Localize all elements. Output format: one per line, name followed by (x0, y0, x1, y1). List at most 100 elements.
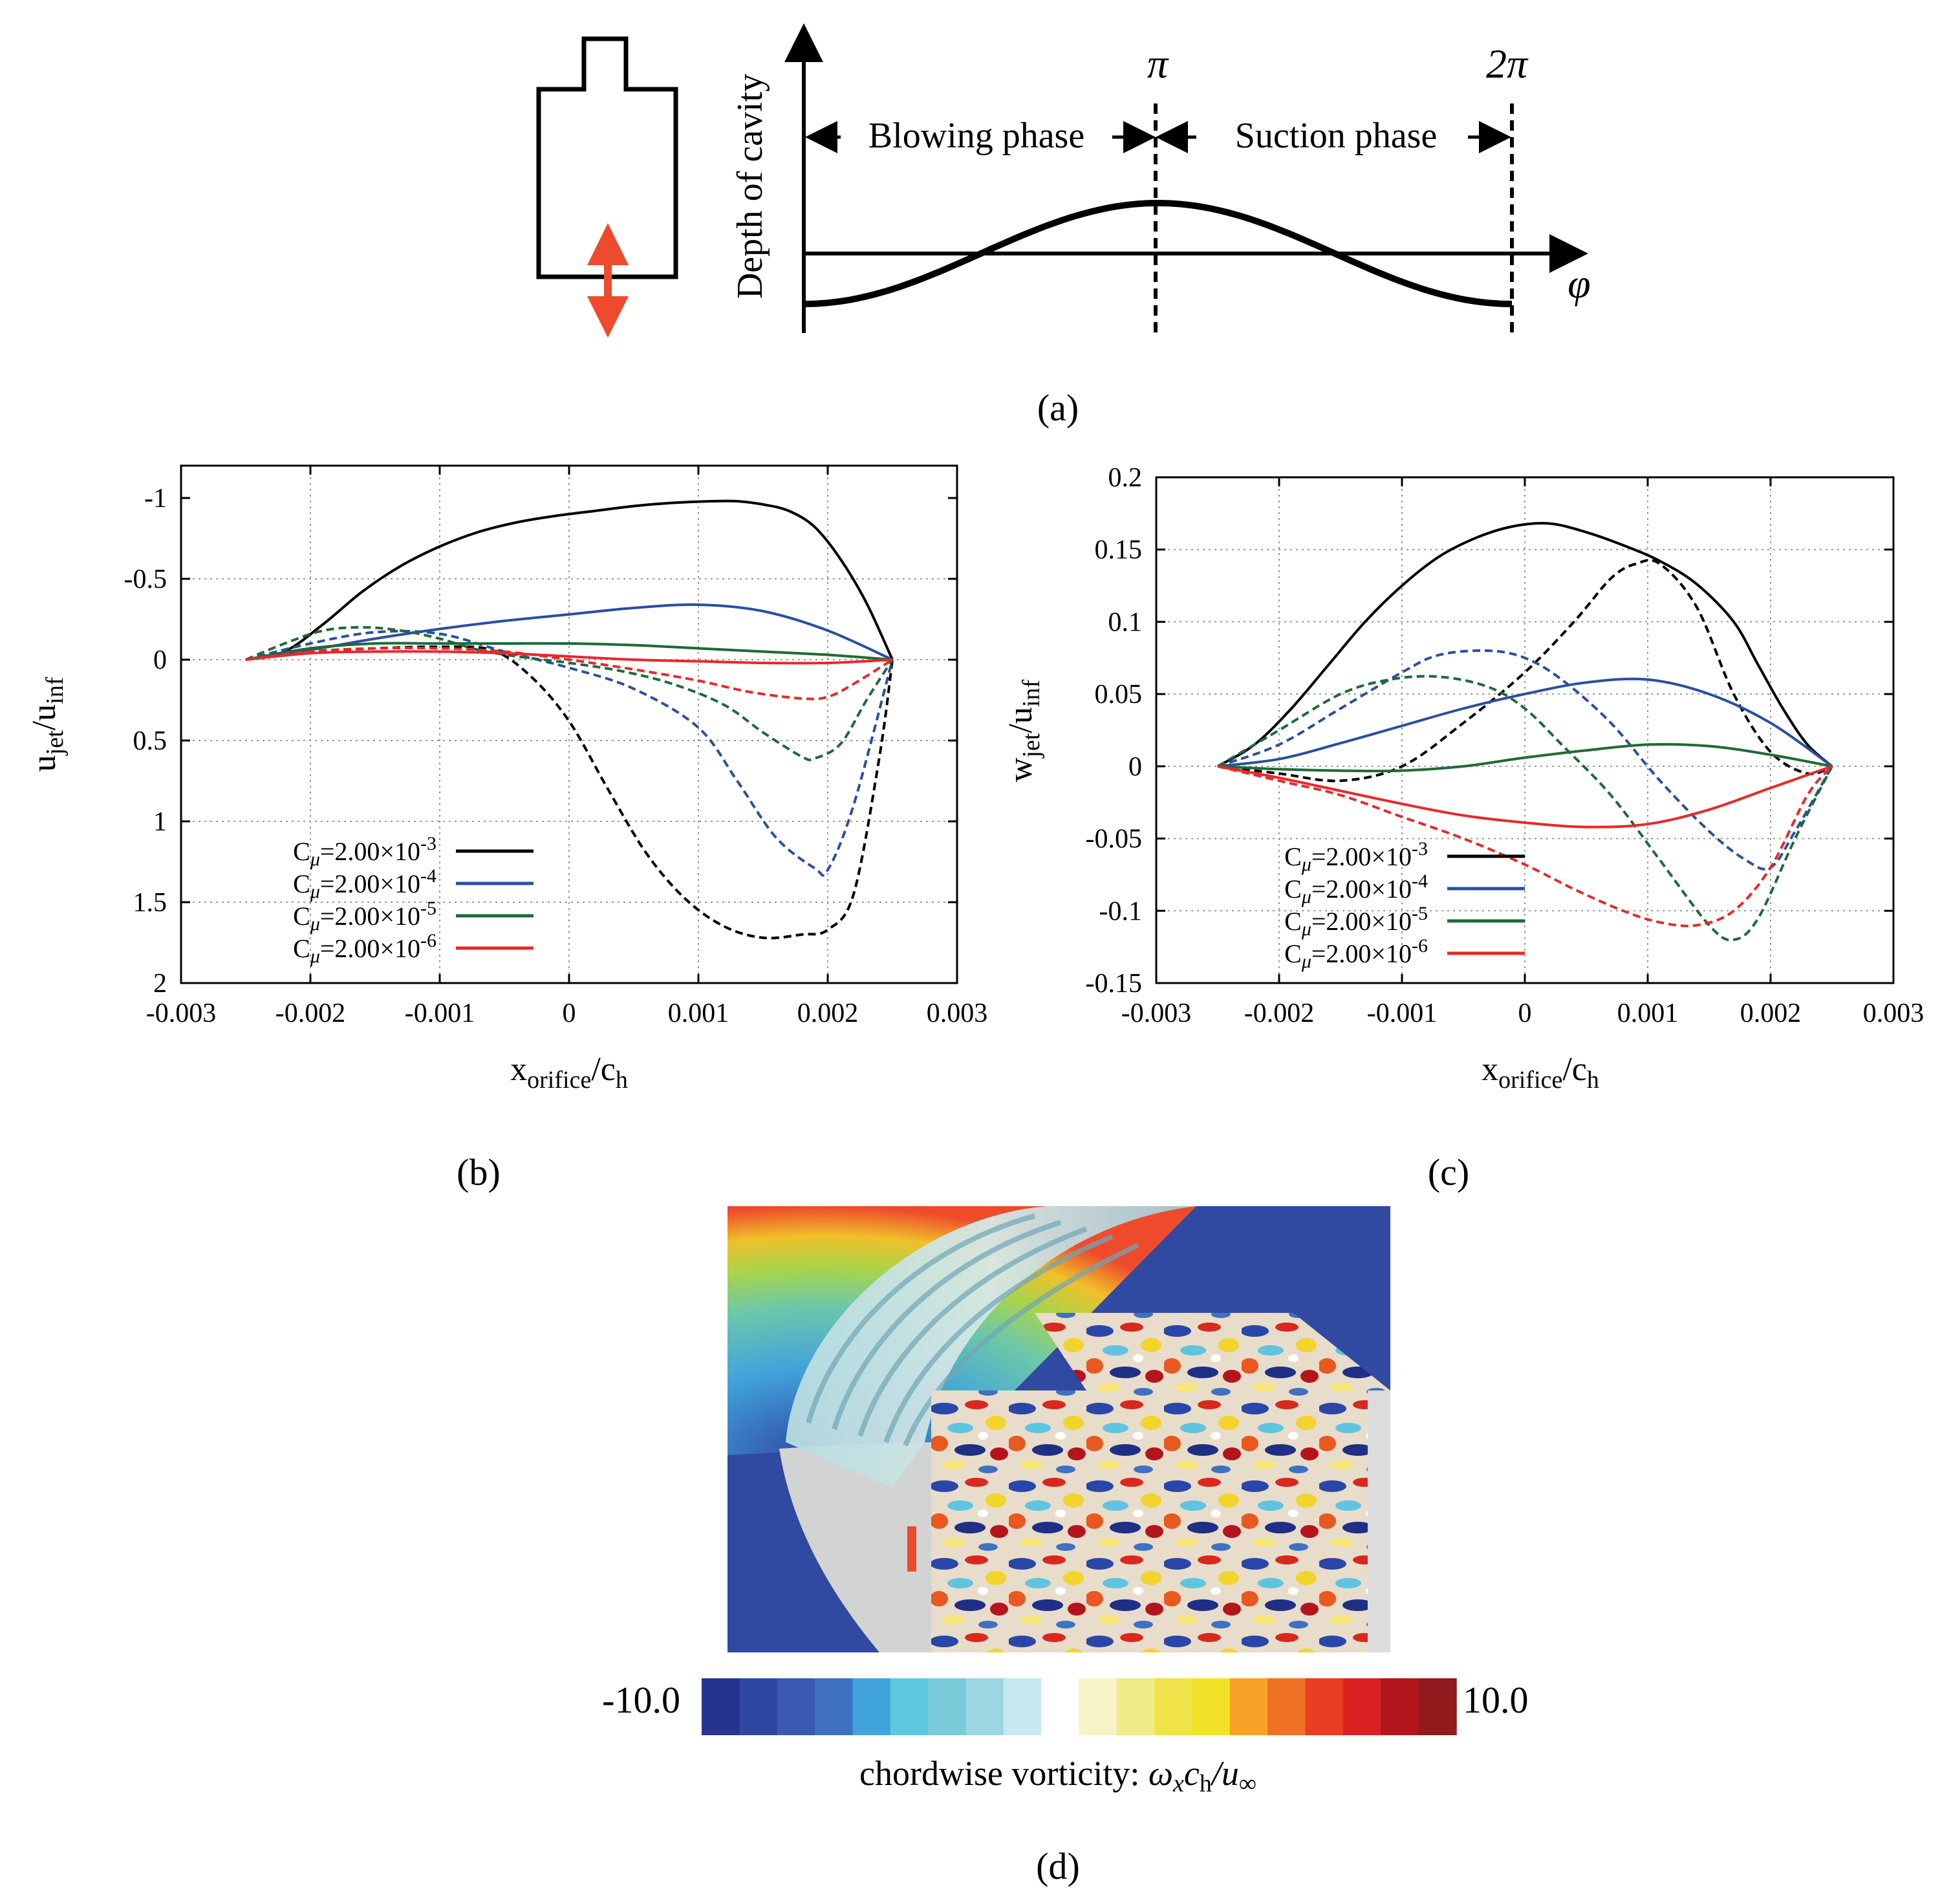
series-line (1217, 764, 1833, 828)
colorbar-segment (1342, 1678, 1381, 1735)
x-tick-label: -0.003 (1121, 999, 1192, 1028)
colorbar-segment (852, 1678, 891, 1735)
vorticity-colorbar (702, 1678, 1457, 1735)
series-line (245, 603, 893, 661)
x-tick-label: 0.003 (1863, 999, 1924, 1028)
x-tick-label: 0.002 (797, 999, 859, 1028)
series-line (1216, 522, 1833, 768)
y-tick-label: -0.15 (1086, 969, 1143, 999)
chart-c-xlabel: xorifice/ch (1482, 1051, 1599, 1094)
y-tick-label: 1 (153, 807, 167, 837)
x-tick-label: 0.002 (1740, 999, 1802, 1028)
colorbar-segment (1041, 1678, 1080, 1735)
colorbar-segment (1267, 1678, 1306, 1735)
series-line (245, 625, 894, 761)
series-line (245, 642, 893, 661)
series-line (1217, 649, 1833, 871)
series-line (245, 650, 893, 665)
x-tick-label: -0.002 (275, 999, 346, 1028)
turbulent-box (931, 1390, 1390, 1652)
y-tick-label: 1.5 (133, 888, 167, 918)
y-tick-label: 0.05 (1095, 680, 1143, 709)
arrow-up (587, 223, 629, 265)
colorbar-segment (1381, 1678, 1419, 1735)
panel-d: -10.0 10.0 chordwise vorticity: ωxch/u∞ … (602, 1206, 1529, 1887)
orifice-jet-marker (907, 1526, 916, 1572)
chart-b-ylabel: ujet/uinf (26, 676, 69, 772)
series-line (245, 499, 894, 661)
actuator-arrow-icon (587, 223, 629, 338)
x-tick-label: 0 (1518, 999, 1532, 1028)
panel-label-d: (d) (1036, 1845, 1080, 1887)
chart-c-ylabel: wjet/uinf (1002, 680, 1045, 783)
chart-b-legend: Cμ=2.00×10-3Cμ=2.00×10-4Cμ=2.00×10-5Cμ=2… (293, 833, 534, 967)
colorbar-segment (1154, 1678, 1193, 1735)
legend-label: Cμ=2.00×10-4 (293, 865, 436, 902)
series-line (1216, 675, 1833, 942)
legend-label: Cμ=2.00×10-6 (293, 930, 436, 967)
series-line (1217, 559, 1833, 783)
chart-b: -0.003 -0.002 -0.001 0 0.001 0.002 0.003 -1 -0.5… (26, 464, 988, 1193)
two-pi-label: 2π (1486, 41, 1529, 87)
y-tick-label: 0 (153, 645, 167, 675)
y-tick-label: 2 (153, 969, 167, 999)
chart-c-legend: Cμ=2.00×10-3Cμ=2.00×10-4Cμ=2.00×10-5Cμ=2… (1284, 838, 1525, 972)
x-tick-label: 0.001 (668, 999, 729, 1028)
chart-b-ticks: -0.003 -0.002 -0.001 0 0.001 0.002 0.003 -1 -0.5… (124, 466, 988, 1028)
chart-b-grid (181, 466, 957, 983)
x-tick-label: 0.003 (927, 999, 988, 1028)
series-line (1217, 742, 1833, 773)
a-xlabel-phi: φ (1568, 261, 1590, 307)
turbulent-box-side (1368, 1390, 1390, 1652)
y-tick-label: 0.5 (133, 726, 167, 756)
legend-label: Cμ=2.00×10-5 (1284, 903, 1428, 940)
colorbar-segment (1229, 1678, 1268, 1735)
colorbar-min-label: -10.0 (602, 1679, 680, 1721)
x-tick-label: 0 (563, 999, 576, 1028)
x-tick-label: -0.001 (1367, 999, 1438, 1028)
wing-surface (779, 1442, 931, 1652)
suction-phase-label: Suction phase (1235, 116, 1438, 156)
colorbar-segment (1418, 1678, 1457, 1735)
colorbar-segment (928, 1678, 967, 1735)
panel-label-c: (c) (1428, 1151, 1469, 1193)
series-line (1217, 677, 1833, 768)
colorbar-segment (702, 1678, 740, 1735)
x-tick-label: 0.001 (1617, 999, 1679, 1028)
y-tick-label: -0.5 (124, 565, 167, 594)
series-line (245, 646, 894, 700)
vorticity-visualization (727, 1206, 1390, 1652)
cavity-outline (536, 36, 678, 279)
panel-label-b: (b) (457, 1151, 501, 1193)
y-tick-label: -0.05 (1086, 825, 1143, 854)
x-tick-label: -0.002 (1244, 999, 1315, 1028)
panel-label-a: (a) (1037, 387, 1079, 429)
y-tick-label: 0.2 (1108, 463, 1143, 493)
colorbar-segment (890, 1678, 929, 1735)
y-tick-label: 0 (1128, 752, 1142, 782)
x-tick-label: -0.003 (146, 999, 217, 1028)
legend-label: Cμ=2.00×10-3 (293, 833, 436, 870)
colorbar-segment (1116, 1678, 1155, 1735)
y-tick-label: 0.1 (1108, 607, 1143, 637)
legend-label: Cμ=2.00×10-6 (1284, 935, 1428, 972)
blowing-phase-label: Blowing phase (868, 116, 1084, 156)
colorbar-segment (777, 1678, 815, 1735)
colorbar-segment (739, 1678, 778, 1735)
vortex-tube-sheet (786, 1206, 1196, 1488)
turbulent-box-top (1035, 1313, 1390, 1390)
pi-label: π (1147, 41, 1169, 87)
colorbar-segment (1003, 1678, 1042, 1735)
legend-label: Cμ=2.00×10-5 (293, 898, 436, 935)
colorbar-segment (1079, 1678, 1117, 1735)
chart-c-ticks: -0.003 -0.002 -0.001 0 0.001 0.002 0.003 0.2 0.1… (1086, 463, 1924, 1028)
colorbar-caption: chordwise vorticity: ωxch/u∞ (859, 1754, 1256, 1797)
legend-label: Cμ=2.00×10-3 (1284, 838, 1428, 875)
chart-c: -0.003 -0.002 -0.001 0 0.001 0.002 0.003 0.2 0.1… (1002, 463, 1924, 1193)
chart-b-series (245, 499, 894, 940)
cavity-depth-curve (803, 199, 1513, 307)
series-line (1217, 764, 1833, 927)
a-ylabel: Depth of cavity (730, 74, 770, 299)
colorbar-max-label: 10.0 (1463, 1679, 1529, 1721)
